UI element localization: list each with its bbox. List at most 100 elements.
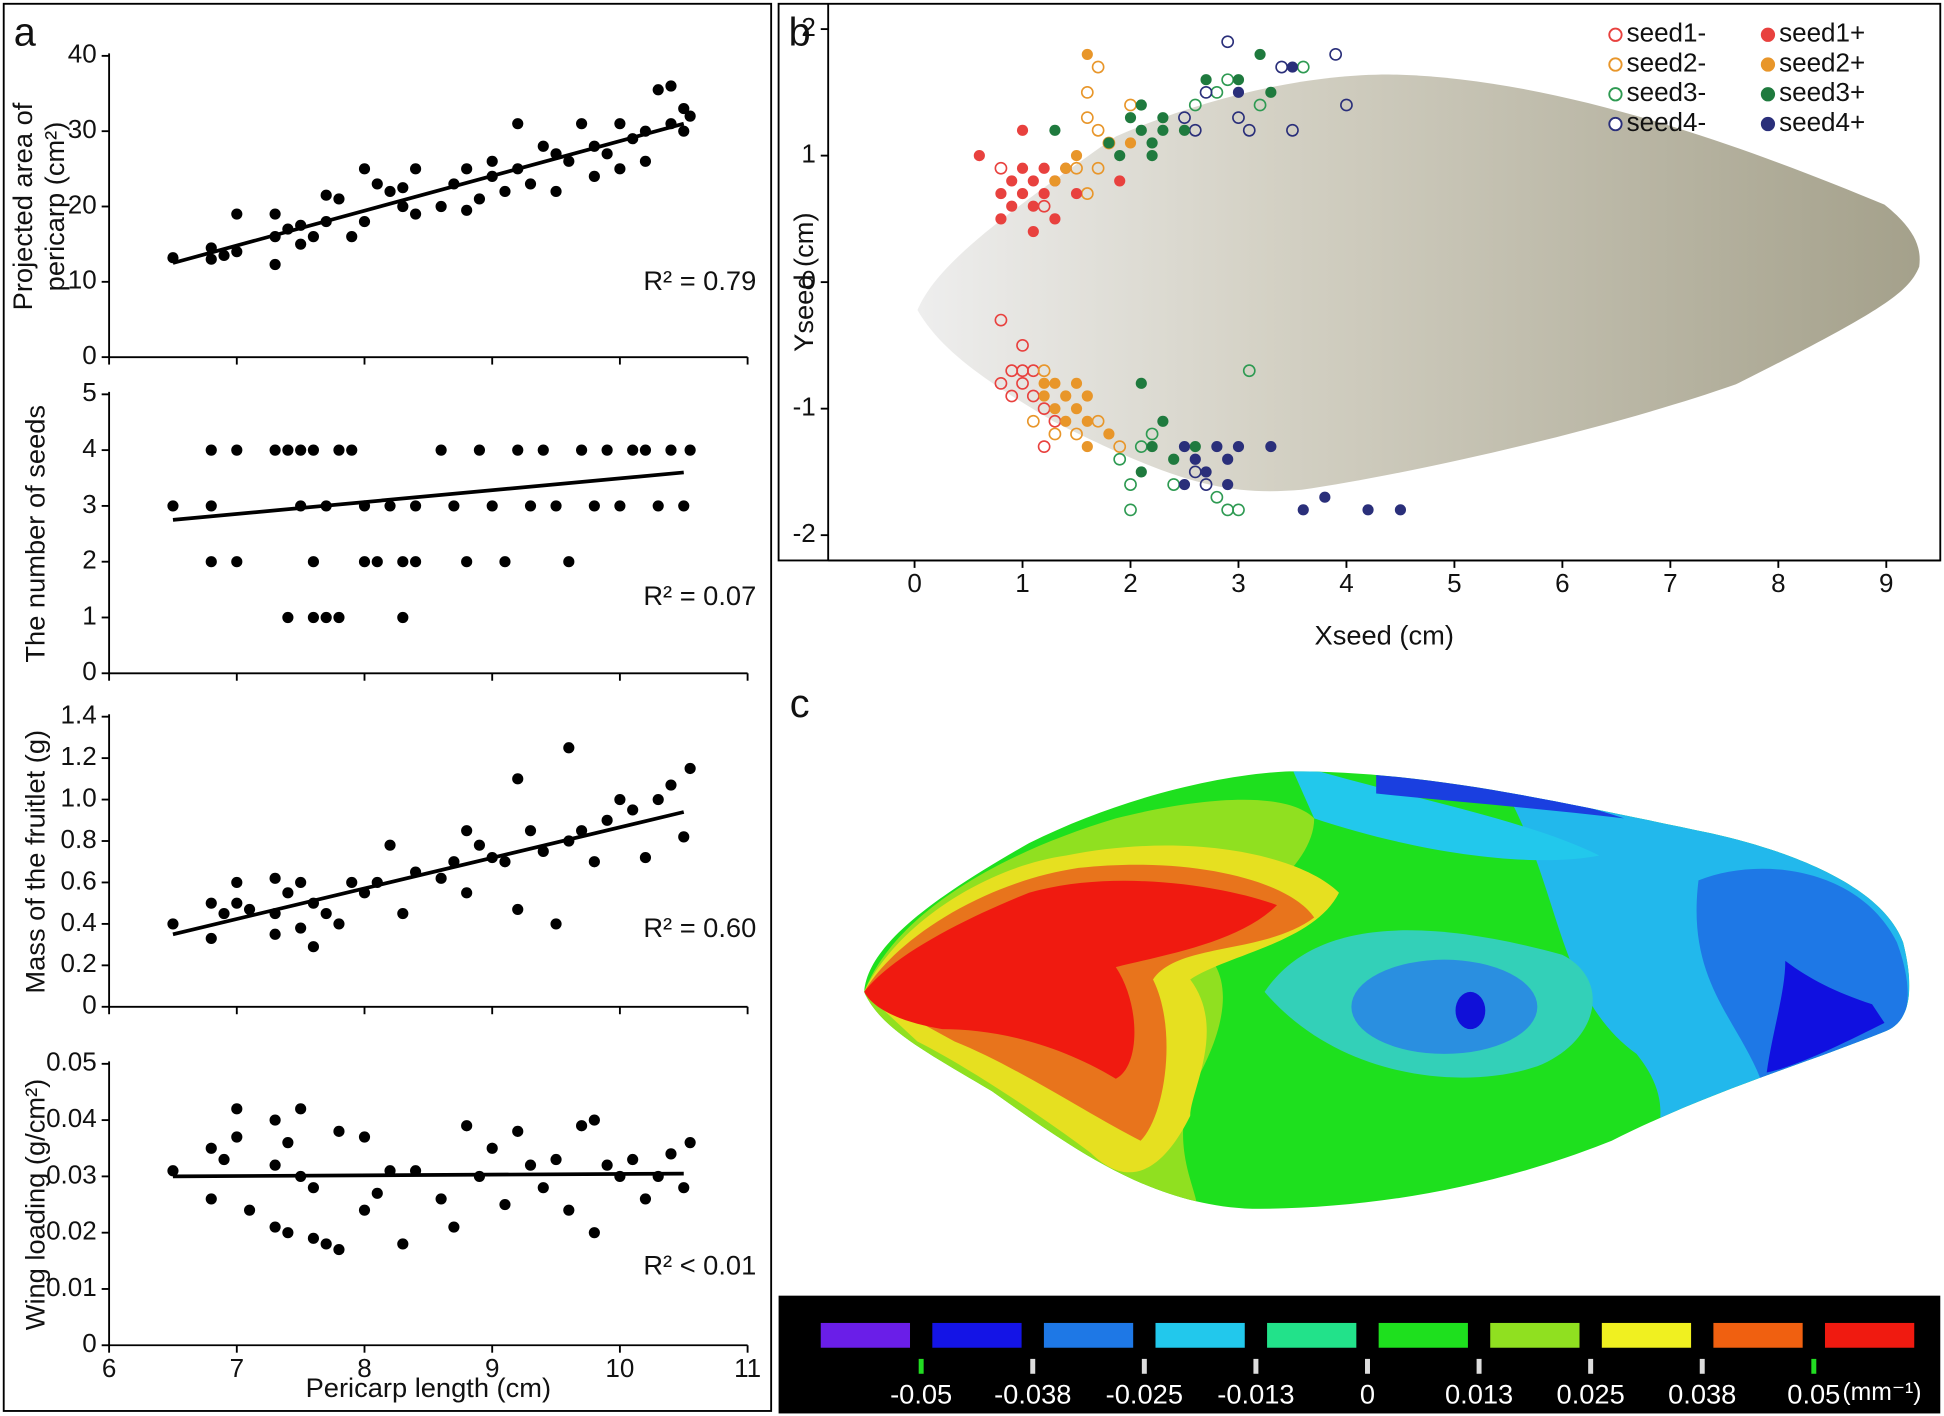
colorbar-tick-label: 0.025 — [1557, 1378, 1625, 1409]
point — [537, 140, 549, 152]
point — [614, 793, 626, 806]
legend-marker — [1760, 116, 1776, 132]
point — [205, 1193, 217, 1205]
point — [1103, 428, 1115, 440]
point — [601, 148, 613, 160]
colorbar-swatch — [1713, 1322, 1803, 1348]
legend-label: seed1+ — [1779, 18, 1865, 48]
point — [1103, 137, 1115, 149]
contour-region — [1376, 774, 1625, 819]
point — [167, 918, 179, 930]
y-tick-label: 20 — [68, 189, 97, 219]
point — [1038, 187, 1050, 200]
point — [652, 84, 664, 96]
point — [678, 500, 690, 512]
point — [614, 500, 626, 512]
point — [1211, 441, 1223, 453]
point — [320, 1238, 332, 1250]
point — [678, 1182, 690, 1194]
colorbar-swatch — [1824, 1322, 1915, 1348]
y-tick-label: -2 — [793, 518, 816, 548]
legend-marker — [1608, 27, 1623, 42]
colorbar-tick — [1588, 1358, 1594, 1374]
point — [588, 856, 600, 868]
colorbar-tick-label: 0.05 — [1787, 1378, 1840, 1409]
point — [435, 1193, 447, 1205]
legend-label: seed4+ — [1779, 107, 1865, 137]
point — [269, 1159, 281, 1171]
panel-label: c — [790, 682, 810, 726]
point — [307, 556, 319, 568]
point — [1242, 123, 1256, 137]
point — [524, 825, 537, 837]
point — [486, 500, 498, 512]
point — [1178, 111, 1191, 125]
legend-label: seed1- — [1627, 18, 1707, 48]
point — [231, 1103, 243, 1115]
point — [269, 1221, 281, 1233]
point — [1319, 491, 1331, 503]
point — [1265, 86, 1277, 98]
point — [1049, 213, 1061, 225]
point — [1091, 123, 1105, 137]
y-tick-label: 5 — [82, 377, 96, 407]
annotation: R² < 0.01 — [643, 1249, 756, 1280]
point — [537, 444, 549, 456]
point — [269, 872, 281, 884]
point — [320, 907, 332, 920]
legend-label: seed3- — [1627, 77, 1707, 107]
point — [1091, 60, 1105, 74]
x-tick-label: 6 — [102, 1353, 116, 1383]
point — [1286, 123, 1299, 137]
colorbar-tick — [918, 1358, 924, 1374]
point — [1124, 478, 1137, 491]
point — [307, 231, 319, 243]
point — [282, 887, 294, 899]
point — [499, 185, 511, 198]
point — [1157, 112, 1169, 124]
colorbar-swatch — [1043, 1322, 1134, 1348]
point — [1189, 441, 1201, 453]
point — [1135, 466, 1147, 478]
point — [614, 118, 626, 130]
point — [269, 258, 281, 271]
point — [333, 1125, 345, 1137]
contour-region — [864, 880, 1277, 1079]
point — [320, 611, 332, 624]
point — [486, 1142, 498, 1154]
point — [627, 444, 639, 456]
y-tick-label: 10 — [68, 265, 97, 295]
point — [205, 444, 217, 456]
point — [678, 103, 690, 115]
point — [269, 208, 281, 220]
y-tick-label: 0.03 — [46, 1159, 97, 1189]
point — [995, 187, 1007, 200]
y-tick-label: 1 — [801, 138, 815, 168]
point — [601, 814, 613, 826]
point — [1362, 504, 1374, 516]
point — [684, 444, 696, 456]
point — [295, 444, 307, 456]
point — [231, 876, 243, 889]
point — [1200, 466, 1212, 478]
trend-line — [172, 1171, 684, 1179]
y-tick-label: 1.4 — [61, 700, 97, 730]
point — [499, 1198, 511, 1211]
point — [461, 1120, 473, 1132]
point — [448, 500, 460, 512]
point — [461, 887, 473, 899]
point — [1060, 415, 1072, 427]
point — [1048, 427, 1062, 441]
point — [435, 200, 447, 213]
point — [1394, 504, 1407, 516]
point — [346, 444, 358, 456]
point — [550, 185, 562, 198]
colorbar-tick — [1141, 1358, 1147, 1374]
annotation: R² = 0.07 — [643, 580, 756, 611]
panel-label: b — [789, 10, 811, 54]
point — [588, 1114, 600, 1126]
x-tick-label: 3 — [1231, 568, 1245, 598]
point — [1188, 98, 1202, 112]
colorbar-tick-label: 0.013 — [1445, 1378, 1513, 1409]
